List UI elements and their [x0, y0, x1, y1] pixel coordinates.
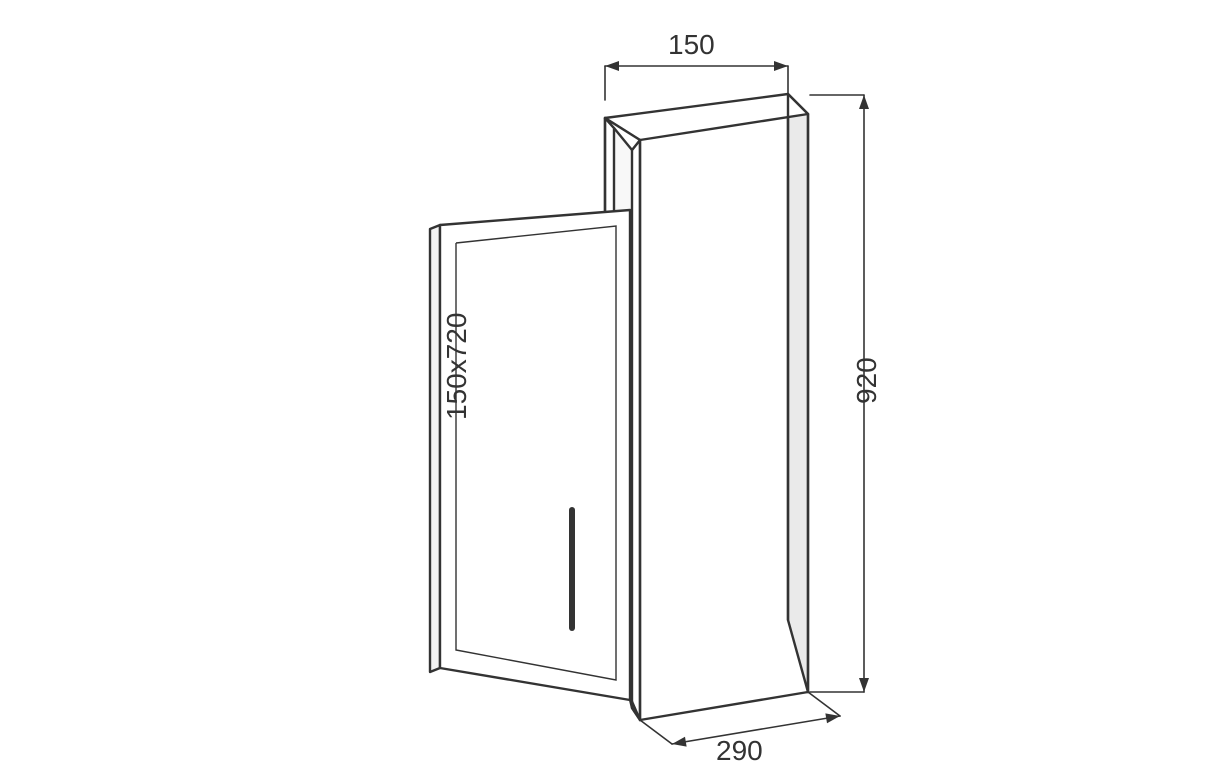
dim-depth-ext-1 — [640, 720, 672, 744]
dim-width-arrow-l — [605, 61, 619, 71]
dim-depth-ext-2 — [808, 692, 840, 716]
dim-door-label: 150x720 — [441, 313, 472, 420]
dim-height-arrow-b — [859, 678, 869, 692]
dim-height-arrow-t — [859, 95, 869, 109]
edge-bottom-side — [640, 692, 808, 720]
cabinet-technical-drawing: 150 920 290 150x720 — [0, 0, 1230, 769]
dim-depth-label: 290 — [716, 735, 763, 766]
cabinet-side-panel — [788, 94, 808, 692]
dim-width-arrow-r — [774, 61, 788, 71]
dim-height-label: 920 — [851, 357, 882, 404]
dim-width-label: 150 — [668, 29, 715, 60]
door-front — [440, 210, 630, 700]
door-edge — [430, 225, 440, 672]
cabinet-top-panel — [605, 94, 808, 140]
dim-depth-arrow-1 — [672, 737, 687, 747]
